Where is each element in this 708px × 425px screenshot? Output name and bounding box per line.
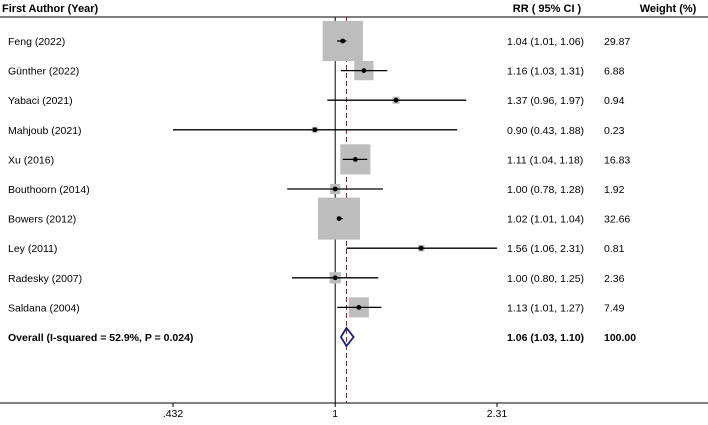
study-label: Mahjoub (2021) [8, 125, 82, 137]
study-row: Yabaci (2021) 1.37 (0.96, 1.97) 0.94 [8, 95, 625, 107]
weight-value: 0.94 [604, 95, 625, 107]
point-estimate [352, 157, 358, 162]
ci-value: 1.16 (1.03, 1.31) [507, 66, 584, 78]
ci-value: 1.37 (0.96, 1.97) [507, 95, 584, 107]
point-estimate [361, 68, 367, 73]
weight-value: 1.92 [604, 184, 625, 196]
ci-value: 1.11 (1.04, 1.18) [507, 154, 583, 166]
study-label: Bouthoorn (2014) [8, 184, 90, 196]
study-label: Ley (2011) [8, 243, 57, 255]
overall-diamond [339, 326, 355, 348]
overall-row: Overall (I-squared = 52.9%, P = 0.024) 1.… [8, 326, 636, 348]
study-row: Xu (2016) 1.11 (1.04, 1.18) 16.83 [8, 144, 630, 175]
study-label: Yabaci (2021) [8, 95, 73, 107]
weight-value: 32.66 [604, 214, 630, 226]
x-tick-label: 1 [332, 408, 338, 420]
study-row: Günther (2022) 1.16 (1.03, 1.31) 6.88 [8, 60, 625, 81]
study-row: Bouthoorn (2014) 1.00 (0.78, 1.28) 1.92 [8, 183, 625, 196]
header-weight: Weight (%) [640, 3, 697, 15]
x-tick-label: 2.31 [487, 408, 508, 420]
study-row: Saldana (2004) 1.13 (1.01, 1.27) 7.49 [8, 297, 625, 318]
overall-weight-value: 100.00 [604, 332, 636, 344]
study-label: Günther (2022) [8, 66, 79, 78]
weight-value: 2.36 [604, 273, 625, 285]
point-estimate [340, 38, 346, 44]
study-row: Radesky (2007) 1.00 (0.80, 1.25) 2.36 [8, 272, 625, 285]
header-ci: RR ( 95% CI ) [513, 3, 582, 15]
column-headers: First Author (Year) RR ( 95% CI ) Weight… [2, 3, 697, 15]
point-estimate [356, 305, 362, 310]
study-rows: Feng (2022) 1.04 (1.01, 1.06) 29.87 Günther… [8, 20, 636, 348]
study-row: Ley (2011) 1.56 (1.06, 2.31) 0.81 [8, 243, 625, 255]
ci-value: 0.90 (0.43, 1.88) [507, 125, 584, 137]
weight-value: 16.83 [604, 154, 630, 166]
point-estimate [393, 97, 399, 103]
point-estimate [332, 186, 338, 192]
overall-ci-value: 1.06 (1.03, 1.10) [507, 332, 584, 344]
study-label: Feng (2022) [8, 36, 65, 48]
study-label: Xu (2016) [8, 154, 54, 166]
study-label: Saldana (2004) [8, 302, 80, 314]
point-estimate [312, 127, 318, 133]
ci-value: 1.04 (1.01, 1.06) [507, 36, 584, 48]
study-row: Mahjoub (2021) 0.90 (0.43, 1.88) 0.23 [8, 125, 625, 137]
overall-label: Overall (I-squared = 52.9%, P = 0.024) [8, 332, 193, 344]
x-tick-label: .432 [163, 408, 184, 420]
ci-value: 1.00 (0.78, 1.28) [507, 184, 584, 196]
study-row: Bowers (2012) 1.02 (1.01, 1.04) 32.66 [8, 197, 630, 240]
study-label: Radesky (2007) [8, 273, 82, 285]
point-estimate [332, 275, 338, 281]
ci-value: 1.56 (1.06, 2.31) [507, 243, 584, 255]
weight-value: 29.87 [604, 36, 630, 48]
weight-value: 0.81 [604, 243, 625, 255]
header-study: First Author (Year) [2, 3, 98, 15]
point-estimate [336, 216, 342, 222]
study-row: Feng (2022) 1.04 (1.01, 1.06) 29.87 [8, 20, 630, 62]
weight-value: 6.88 [604, 66, 625, 78]
x-axis: .432 1 2.31 [163, 403, 508, 420]
study-label: Bowers (2012) [8, 214, 76, 226]
ci-value: 1.13 (1.01, 1.27) [507, 302, 584, 314]
weight-value: 0.23 [604, 125, 625, 137]
ci-value: 1.00 (0.80, 1.25) [507, 273, 584, 285]
ci-value: 1.02 (1.01, 1.04) [507, 214, 584, 226]
point-estimate [418, 245, 424, 251]
weight-value: 7.49 [604, 302, 625, 314]
